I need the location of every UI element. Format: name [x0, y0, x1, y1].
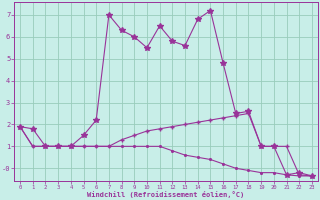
- X-axis label: Windchill (Refroidissement éolien,°C): Windchill (Refroidissement éolien,°C): [87, 191, 244, 198]
